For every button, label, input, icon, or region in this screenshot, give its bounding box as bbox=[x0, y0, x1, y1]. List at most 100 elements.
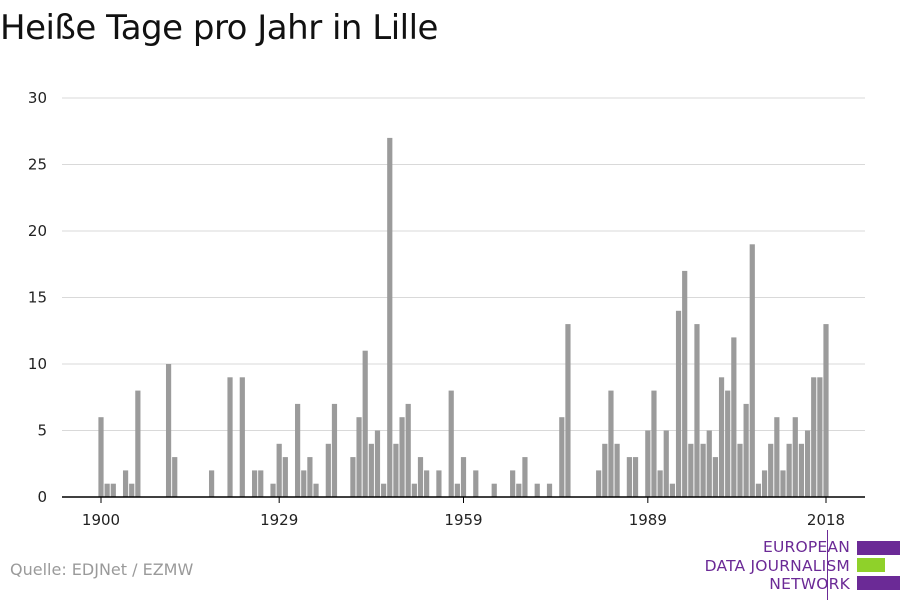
bar-1955 bbox=[436, 470, 442, 497]
bar-1951 bbox=[411, 483, 417, 497]
y-tick-label-25: 25 bbox=[28, 156, 47, 174]
bar-1981 bbox=[596, 470, 602, 497]
bar-1944 bbox=[368, 443, 374, 497]
x-tick-label-2018: 2018 bbox=[807, 511, 845, 529]
bar-1932 bbox=[295, 403, 301, 497]
bar-1983 bbox=[608, 390, 614, 497]
bar-1930 bbox=[282, 457, 288, 497]
bar-1958 bbox=[454, 483, 460, 497]
bar-2005 bbox=[743, 403, 749, 497]
bar-2003 bbox=[731, 337, 737, 497]
y-tick-label-30: 30 bbox=[28, 89, 47, 107]
bar-1906 bbox=[135, 390, 141, 497]
bar-1997 bbox=[694, 324, 700, 497]
bar-1961 bbox=[473, 470, 479, 497]
y-tick-label-0: 0 bbox=[37, 488, 47, 506]
bar-1994 bbox=[675, 310, 682, 497]
bar-1992 bbox=[663, 430, 669, 497]
bar-1948 bbox=[393, 443, 399, 497]
bar-1938 bbox=[331, 403, 338, 497]
logo-bar-green bbox=[857, 558, 885, 572]
x-tick-label-1929: 1929 bbox=[260, 511, 298, 529]
bar-1971 bbox=[534, 483, 540, 497]
bar-1925 bbox=[252, 470, 258, 497]
x-tick-label-1900: 1900 bbox=[82, 511, 120, 529]
bar-2002 bbox=[725, 390, 731, 497]
bars bbox=[98, 137, 829, 497]
bar-1928 bbox=[270, 483, 276, 497]
x-axis bbox=[62, 496, 865, 503]
edjnet-logo: EUROPEAN DATA JOURNALISM NETWORK bbox=[700, 528, 900, 600]
bar-1929 bbox=[276, 443, 282, 497]
bar-1933 bbox=[301, 470, 307, 497]
source-note: Quelle: EDJNet / EZMW bbox=[10, 560, 194, 579]
bar-1998 bbox=[700, 443, 706, 497]
bar-1945 bbox=[374, 430, 381, 497]
chart-title: Heiße Tage pro Jahr in Lille bbox=[0, 8, 438, 48]
bar-2015 bbox=[804, 430, 811, 497]
bar-2016 bbox=[811, 377, 817, 497]
bar-1990 bbox=[651, 390, 657, 497]
bar-2007 bbox=[755, 483, 762, 497]
y-tick-label-10: 10 bbox=[28, 355, 47, 373]
bar-1967 bbox=[510, 470, 516, 497]
logo-line-1: EUROPEAN bbox=[762, 538, 850, 556]
bar-1918 bbox=[208, 470, 215, 497]
logo-line-3: NETWORK bbox=[769, 575, 850, 593]
logo-divider bbox=[827, 530, 828, 600]
bar-1946 bbox=[381, 483, 387, 497]
x-tick-label-1989: 1989 bbox=[629, 511, 667, 529]
logo-bar-purple-bottom bbox=[857, 576, 900, 590]
bar-1943 bbox=[362, 350, 368, 497]
bar-1973 bbox=[546, 483, 553, 497]
bar-2001 bbox=[718, 377, 725, 497]
bar-1950 bbox=[405, 403, 411, 497]
bar-1969 bbox=[522, 457, 528, 497]
bar-1941 bbox=[350, 457, 356, 497]
bar-1957 bbox=[448, 390, 454, 497]
logo-bar-purple-top bbox=[857, 541, 900, 555]
grid-lines bbox=[62, 97, 865, 431]
x-tick-label-1959: 1959 bbox=[444, 511, 482, 529]
bar-2008 bbox=[761, 470, 768, 497]
bar-1975 bbox=[559, 417, 565, 497]
bar-1999 bbox=[706, 430, 712, 497]
logo-line-2: DATA JOURNALISM bbox=[704, 557, 850, 575]
bar-2017 bbox=[817, 377, 823, 497]
y-tick-label-20: 20 bbox=[28, 222, 47, 240]
bar-1900 bbox=[98, 417, 104, 497]
bar-1923 bbox=[239, 377, 245, 497]
bar-1926 bbox=[258, 470, 264, 497]
bar-2013 bbox=[792, 417, 798, 497]
bar-2009 bbox=[768, 443, 774, 497]
bar-2000 bbox=[712, 457, 719, 497]
bar-2014 bbox=[798, 443, 805, 497]
bar-2010 bbox=[774, 417, 780, 497]
bar-1947 bbox=[387, 137, 393, 497]
bar-1937 bbox=[325, 443, 331, 497]
bar-1984 bbox=[614, 443, 620, 497]
bar-2006 bbox=[749, 244, 755, 497]
bar-1968 bbox=[516, 483, 522, 497]
bar-1991 bbox=[657, 470, 663, 497]
bar-1953 bbox=[424, 470, 430, 497]
bar-1911 bbox=[165, 364, 172, 497]
bar-1986 bbox=[626, 457, 632, 497]
bar-2011 bbox=[780, 470, 786, 497]
bar-1976 bbox=[565, 324, 571, 497]
bar-1912 bbox=[172, 457, 178, 497]
bar-1949 bbox=[399, 417, 405, 497]
y-axis-labels: 0 5 10 15 20 25 30 bbox=[28, 89, 47, 506]
bar-2012 bbox=[786, 443, 792, 497]
bar-1987 bbox=[632, 457, 639, 497]
bar-1993 bbox=[669, 483, 675, 497]
bar-1982 bbox=[602, 443, 608, 497]
bar-1952 bbox=[417, 457, 424, 497]
bar-1934 bbox=[307, 457, 313, 497]
bar-1996 bbox=[688, 443, 694, 497]
y-tick-label-15: 15 bbox=[28, 289, 47, 307]
bar-1904 bbox=[122, 470, 129, 497]
bar-1942 bbox=[356, 417, 362, 497]
bar-1905 bbox=[129, 483, 135, 497]
